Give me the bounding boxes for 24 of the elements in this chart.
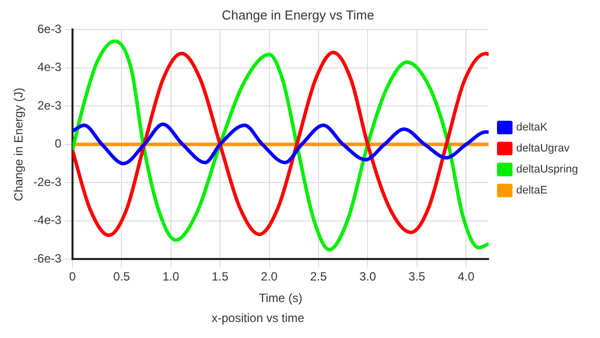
y-tick-label: -4e-3 [33,213,62,228]
legend-label: deltaUspring [516,164,578,176]
legend-label: deltaE [516,184,548,197]
x-tick-label: 2.5 [310,270,328,284]
x-tick-label: 1.5 [212,270,229,284]
legend-label: deltaK [516,122,548,134]
y-tick-label: -2e-3 [33,174,62,189]
x-tick-label: 4.0 [458,270,475,284]
y-tick-label: 2e-3 [37,98,62,112]
y-tick-label: 0 [54,136,62,151]
x-tick-label: 1.0 [162,270,180,284]
y-axis-title: Change in Energy (J) [12,88,26,202]
legend-label: deltaUgrav [516,142,570,155]
x-tick-label: 3.0 [359,270,376,284]
x-tick-label: 3.5 [408,270,426,284]
chart-title: Change in Energy vs Time [222,7,374,22]
y-tick-label: 4e-3 [37,60,62,74]
y-tick-label: -6e-3 [33,252,62,266]
x-axis-title: Time (s) [258,291,302,306]
x-tick-label: 2.0 [260,270,278,284]
x-tick-label: 0 [69,270,76,284]
x-tick-label: 0.5 [113,270,130,284]
y-tick-label: 6e-3 [37,22,62,36]
text: x-position vs time [210,310,306,326]
